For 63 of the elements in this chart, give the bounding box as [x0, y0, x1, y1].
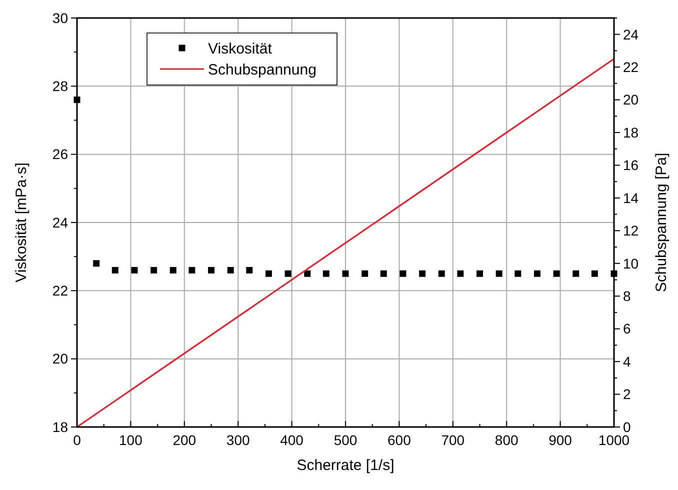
x-tick-label: 500 — [334, 432, 358, 448]
y2-tick-label: 14 — [623, 190, 639, 206]
point — [476, 270, 483, 277]
y2-tick-label: 16 — [623, 157, 639, 174]
x-tick-label: 600 — [388, 432, 412, 448]
legend-label: Viskosität — [208, 40, 273, 58]
x-tick-label: 0 — [73, 432, 82, 448]
y2-tick-label: 20 — [623, 92, 639, 108]
y2-tick-label: 24 — [623, 26, 639, 42]
y-tick-label: 20 — [52, 350, 68, 367]
point — [572, 270, 580, 277]
point — [553, 270, 560, 277]
point — [284, 270, 292, 277]
point — [400, 270, 406, 277]
x-tick-label: 100 — [119, 432, 143, 448]
point — [150, 266, 158, 274]
point — [304, 270, 311, 277]
point — [322, 270, 330, 277]
point — [534, 270, 540, 277]
point — [131, 266, 138, 274]
point — [380, 270, 387, 277]
point — [227, 266, 234, 274]
y-tick-label: 28 — [52, 78, 68, 94]
point — [246, 266, 253, 274]
x-tick-label: 700 — [441, 432, 465, 448]
y-axis-title: Viskosität [mPa·s] — [13, 162, 30, 282]
legend-label: Schubspannung — [208, 61, 316, 78]
y2-tick-label: 6 — [623, 320, 631, 337]
point — [457, 270, 464, 277]
y2-tick-label: 2 — [623, 386, 631, 402]
x-tick-label: 200 — [172, 432, 196, 448]
y-tick-label: 22 — [52, 282, 68, 299]
point — [419, 270, 426, 277]
point — [208, 266, 214, 274]
y2-tick-label: 8 — [623, 288, 631, 304]
x-tick-label: 800 — [494, 432, 518, 448]
point — [170, 266, 176, 274]
x-tick-label: 1000 — [598, 432, 630, 448]
point — [496, 270, 502, 277]
point — [112, 266, 118, 274]
point — [591, 270, 598, 277]
y2-axis-title: Schubspannung [Pa] — [653, 152, 670, 292]
point — [188, 266, 196, 274]
x-tick-label: 400 — [280, 432, 304, 448]
point — [514, 270, 522, 277]
point — [93, 260, 100, 267]
y2-tick-label: 10 — [623, 255, 639, 272]
point — [362, 270, 368, 277]
x-tick-label: 900 — [548, 432, 572, 448]
point — [265, 270, 272, 277]
point — [438, 270, 445, 277]
point — [342, 270, 349, 277]
x-axis-title: Scherrate [1/s] — [296, 457, 394, 474]
x-tick-label: 300 — [226, 432, 250, 448]
y2-tick-label: 12 — [623, 222, 639, 239]
y-tick-label: 26 — [52, 146, 68, 162]
y-tick-label: 24 — [52, 214, 68, 230]
y2-tick-label: 18 — [623, 124, 639, 140]
y-tick-label: 30 — [52, 10, 68, 26]
y2-tick-label: 0 — [623, 418, 631, 435]
y2-tick-label: 4 — [623, 353, 631, 370]
y-tick-label: 18 — [52, 418, 68, 435]
y2-tick-label: 22 — [623, 58, 639, 75]
